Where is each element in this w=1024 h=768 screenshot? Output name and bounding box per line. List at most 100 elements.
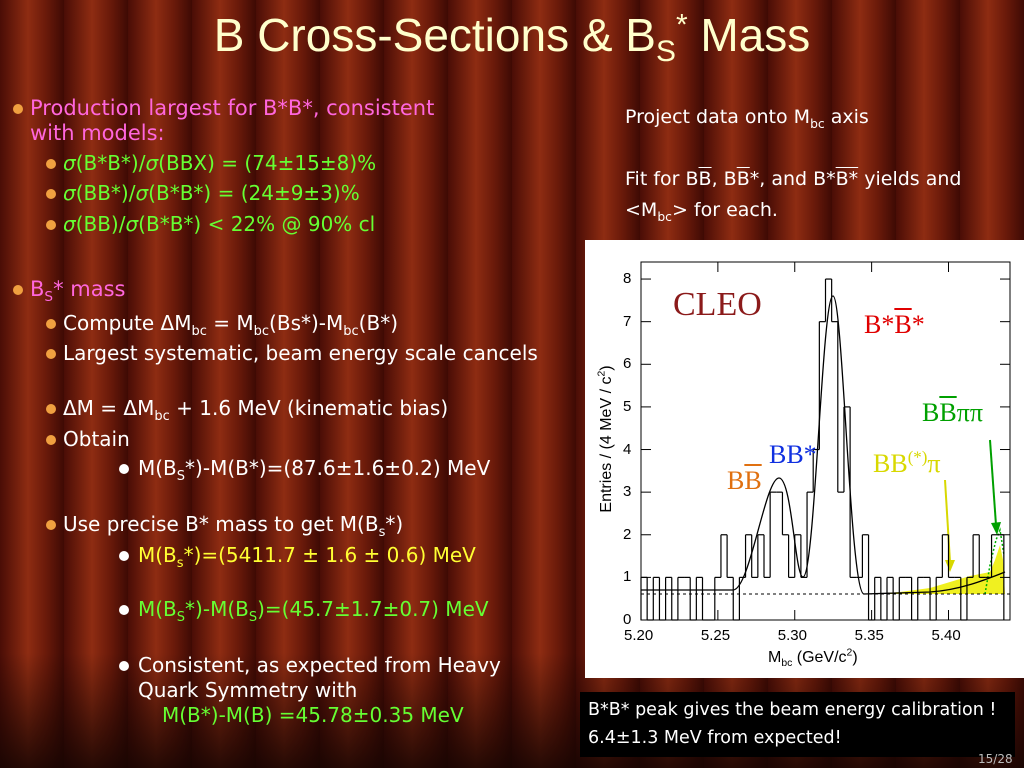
text-segment: *)-M(B*)=(87.6±1.6±0.2) MeV [185, 456, 491, 480]
text-segment: B [744, 466, 762, 495]
text-segment: (GeV/c [792, 649, 847, 666]
text-segment: B [939, 398, 957, 427]
text-segment: M(B*)-M(B) =45.78±0.35 MeV [162, 703, 464, 727]
yellow-component [872, 545, 1005, 594]
text-segment: σ [63, 212, 76, 236]
y-tick-label: 6 [623, 355, 632, 373]
bullet-item: Consistent, as expected from Heavy Quark… [138, 653, 550, 703]
fit-curve [641, 295, 1006, 595]
text-segment: * [675, 8, 688, 42]
x-tick-label: 5.25 [700, 627, 731, 644]
plot-frame [640, 261, 1011, 621]
text-segment: S [176, 610, 186, 625]
bullet-dot [119, 605, 129, 615]
plot-annotation: B*B* [864, 310, 925, 340]
callout: B*B* peak gives the beam energy calibrat… [580, 692, 1015, 757]
bullet-item: M(BS*)-M(B*)=(87.6±1.6±0.2) MeV [138, 456, 550, 484]
text-segment: (BB)/ [75, 212, 126, 236]
arrow [989, 439, 997, 526]
arrow [944, 479, 951, 563]
plot [585, 240, 1024, 678]
text-segment: S [248, 610, 258, 625]
text-segment: bc [253, 324, 270, 339]
text-segment: (B*) [358, 311, 398, 335]
text-segment: S [656, 35, 676, 69]
text-segment: bc [343, 324, 359, 339]
text-segment: B [922, 398, 940, 427]
bullet-item: M(B*)-M(B) =45.78±0.35 MeV [162, 703, 550, 728]
text-segment: *)=(5411.7 ± 1.6 ± 0.6) MeV [183, 543, 476, 567]
text-segment: Project data onto M [625, 106, 811, 128]
bullet-dot [13, 285, 23, 295]
y-tick-label: 8 [623, 270, 632, 288]
bullet-item: Compute ΔMbc = Mbc(Bs*)-Mbc(B*) [63, 311, 550, 339]
x-tick-label: 5.40 [931, 627, 961, 644]
text-segment: B [30, 277, 45, 301]
x-axis-label: Mbc (GeV/c2) [768, 647, 858, 669]
bullet-item: σ(BB*)/σ(B*B*) = (24±9±3)% [63, 181, 550, 206]
y-tick-label: 7 [623, 312, 632, 330]
plot-annotation: BB* [769, 440, 817, 470]
text-segment: BB [873, 449, 908, 478]
text-segment: π [927, 449, 941, 478]
text-segment: Use precise B* mass to get M(B [63, 512, 379, 536]
bullet-dot [13, 104, 23, 114]
plot-annotation: BB [727, 466, 762, 496]
text-segment: B Cross-Sections & B [213, 9, 656, 61]
text-segment: bc [657, 209, 672, 224]
bullet-dot [46, 435, 56, 445]
text-segment: ππ [956, 398, 983, 427]
text-segment: ) [852, 649, 858, 666]
text-segment: Production largest for B*B*, consistent … [30, 96, 435, 145]
text-segment: *, and B* [749, 168, 836, 190]
text-segment: B [727, 466, 745, 495]
text-segment: ) [598, 365, 615, 371]
right-paragraph: Fit for BB, BB*, and B*B* yields and <Mb… [625, 164, 1010, 226]
text-segment: σ [135, 181, 149, 205]
text-segment: Largest systematic, beam energy scale ca… [63, 341, 538, 365]
text-segment: bc [810, 116, 825, 131]
text-segment: M [768, 649, 782, 666]
y-tick-label: 5 [623, 397, 632, 415]
text-segment: Entries / (4 MeV / c [598, 376, 615, 513]
text-segment: bc [154, 409, 170, 424]
text-segment: (BBX) = (74±15±8)% [158, 151, 377, 175]
y-axis-label: Entries / (4 MeV / c2) [597, 339, 616, 539]
text-segment: )=(45.7±1.7±0.7) MeV [257, 597, 489, 621]
x-tick-label: 5.20 [624, 627, 654, 644]
text-segment: Obtain [63, 427, 130, 451]
bullet-dot [46, 189, 56, 199]
text-segment: M(B [138, 597, 177, 621]
text-segment: bc [191, 324, 207, 339]
text-segment: s [378, 525, 386, 540]
bullet-dot [46, 404, 56, 414]
text-segment: 2 [846, 647, 853, 659]
bullet-item: Largest systematic, beam energy scale ca… [63, 341, 550, 366]
text-segment: Consistent, as expected from Heavy Quark… [138, 653, 501, 702]
text-segment: σ [145, 151, 159, 175]
bullet-item: σ(B*B*)/σ(BBX) = (74±15±8)% [63, 151, 550, 176]
text-segment: (B*B*) < 22% @ 90% cl [138, 212, 376, 236]
text-segment: ΔM = ΔM [63, 396, 155, 420]
bullet-dot [119, 551, 129, 561]
text-segment: S [176, 469, 186, 484]
text-segment: * [911, 310, 925, 339]
bullet-dot [46, 159, 56, 169]
bullet-dot [46, 319, 56, 329]
text-segment: B* [864, 310, 895, 339]
bullet-item: BS* mass [30, 277, 480, 304]
bullet-dot [46, 520, 56, 530]
x-tick-label: 5.30 [777, 627, 807, 644]
text-segment: *) [385, 512, 404, 536]
bullet-dot [46, 220, 56, 230]
y-tick-label: 3 [623, 483, 632, 501]
text-segment: *)-M(B [185, 597, 249, 621]
text-segment: B [698, 168, 712, 190]
text-segment: (Bs*)-M [269, 311, 344, 335]
text-segment: s [176, 556, 184, 571]
page-number: 15/28 [978, 752, 1013, 766]
text-segment: + 1.6 MeV (kinematic bias) [169, 396, 449, 420]
text-segment: BB* [769, 440, 817, 469]
bullet-item: ΔM = ΔMbc + 1.6 MeV (kinematic bias) [63, 396, 550, 424]
text-segment: σ [63, 151, 76, 175]
